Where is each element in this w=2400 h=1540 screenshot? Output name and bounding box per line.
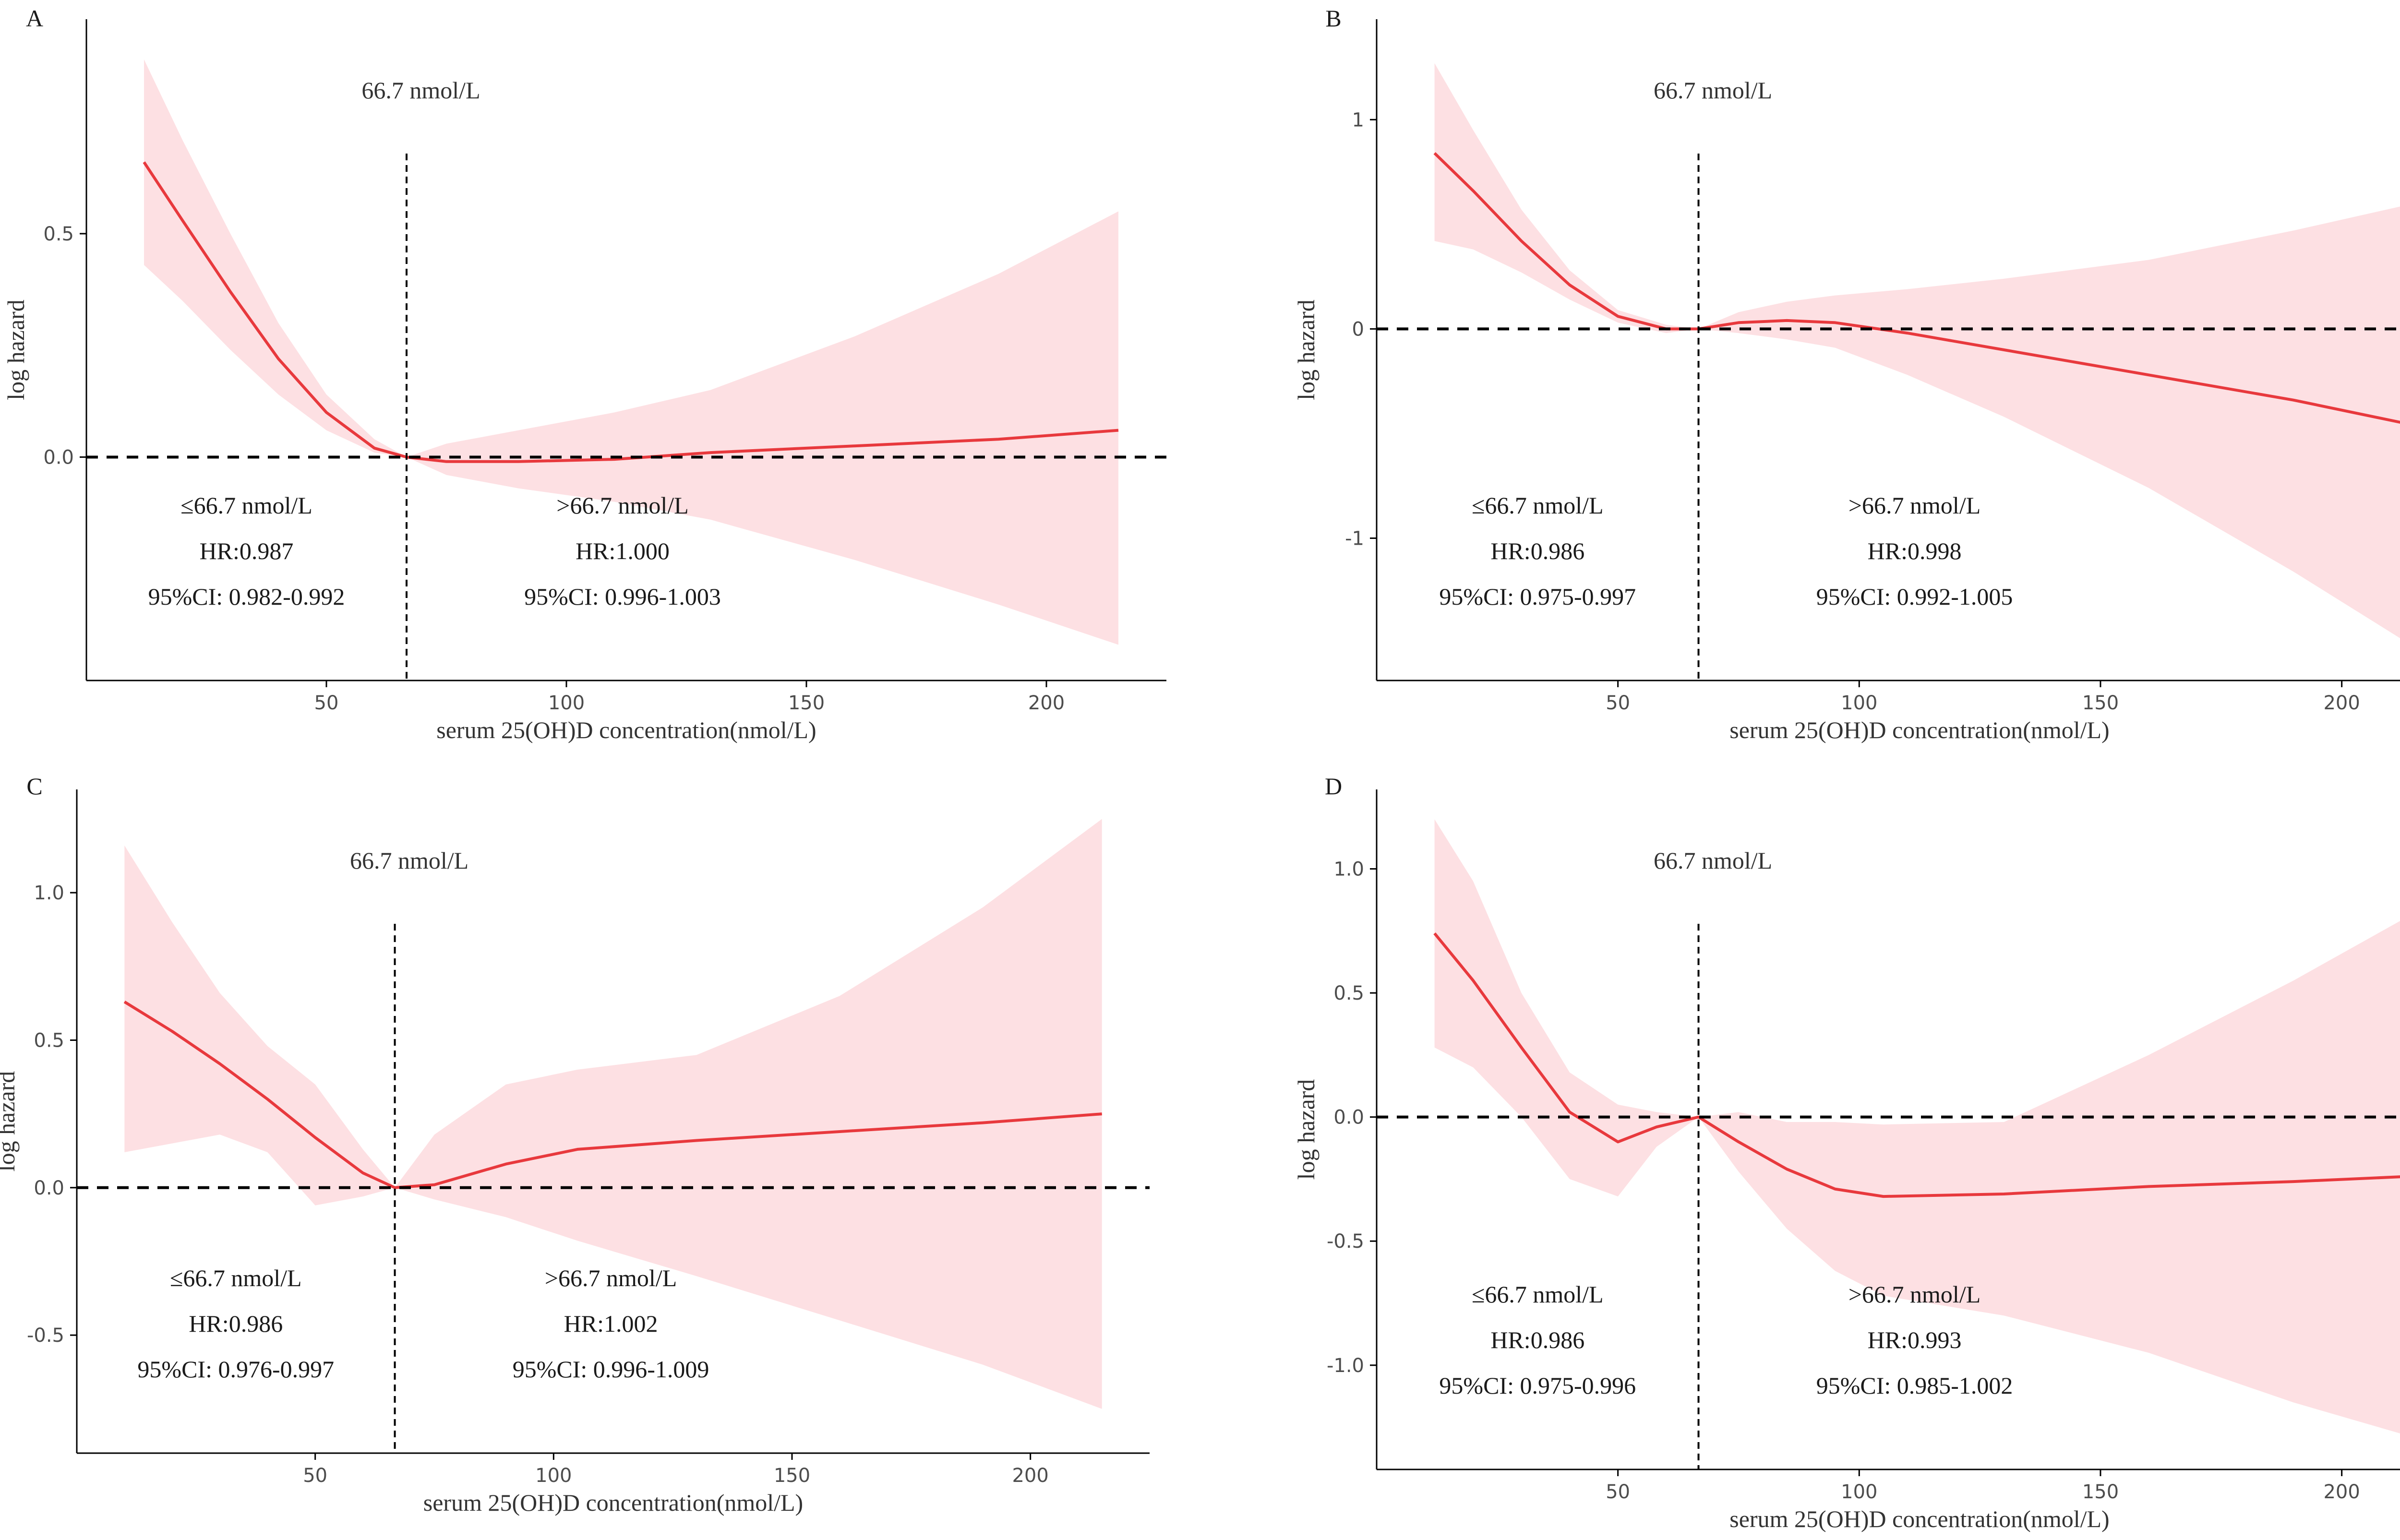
annotation-left-range: ≤66.7 nmol/L — [180, 492, 312, 519]
y-axis-title: log hazard — [1293, 299, 1320, 400]
y-axis-title: log hazard — [2, 299, 29, 400]
y-tick-label: 0.0 — [34, 1177, 64, 1199]
cutpoint-label: 66.7 nmol/L — [350, 847, 468, 874]
x-axis-title: serum 25(OH)D concentration(nmol/L) — [1729, 1505, 2109, 1532]
x-tick-label: 200 — [2323, 1481, 2360, 1503]
y-tick-label: 0.5 — [34, 1029, 64, 1051]
panel-a: A 66.7 nmol/L 50 100 150 200 0.5 0.0 serum 25(OH… — [2, 5, 1166, 743]
x-tick-label: 200 — [1028, 692, 1065, 714]
annotation-left-ci: 95%CI: 0.975-0.997 — [1439, 583, 1636, 610]
x-axis-title: serum 25(OH)D concentration(nmol/L) — [436, 716, 816, 743]
annotation-left-ci: 95%CI: 0.975-0.996 — [1439, 1372, 1636, 1399]
confidence-band — [1434, 63, 2400, 638]
annotation-left-hr: HR:0.986 — [189, 1310, 283, 1337]
x-tick-label: 150 — [2082, 1481, 2119, 1503]
confidence-band — [144, 59, 1118, 645]
annotation-right-range: >66.7 nmol/L — [545, 1265, 677, 1291]
annotation-left-range: ≤66.7 nmol/L — [170, 1265, 302, 1291]
y-tick-label: -1.0 — [1327, 1355, 1364, 1377]
x-tick-label: 100 — [548, 692, 585, 714]
y-tick-label: 0.5 — [43, 223, 74, 245]
cutpoint-label: 66.7 nmol/L — [1654, 847, 1772, 874]
annotation-right-ci: 95%CI: 0.985-1.002 — [1816, 1372, 2013, 1399]
confidence-band — [124, 819, 1102, 1409]
y-tick-label: 1.0 — [34, 882, 64, 904]
annotation-right-hr: HR:1.002 — [564, 1310, 658, 1337]
annotation-right-range: >66.7 nmol/L — [1848, 492, 1980, 519]
confidence-band — [1434, 819, 2400, 1433]
annotation-left-ci: 95%CI: 0.976-0.997 — [137, 1356, 334, 1383]
x-tick-label: 150 — [2082, 692, 2119, 714]
x-axis-title: serum 25(OH)D concentration(nmol/L) — [423, 1489, 803, 1516]
x-tick-label: 150 — [788, 692, 825, 714]
panel-letter: D — [1325, 773, 1342, 800]
y-tick-label: 1 — [1352, 109, 1364, 131]
y-tick-label: -0.5 — [1327, 1230, 1364, 1253]
hazard-curve — [123, 1001, 1102, 1189]
y-tick-label: 0.5 — [1333, 982, 1364, 1004]
annotation-right-hr: HR:0.998 — [1868, 537, 1962, 564]
panel-c: C 66.7 nmol/L 50 100 150 200 1.0 0.5 0.0 -0.5 seru… — [0, 773, 1150, 1516]
y-axis-title: log hazard — [0, 1071, 20, 1172]
y-axis-title: log hazard — [1293, 1079, 1320, 1180]
annotation-right-ci: 95%CI: 0.996-1.003 — [524, 583, 721, 610]
annotation-left-range: ≤66.7 nmol/L — [1472, 1281, 1604, 1308]
x-tick-label: 50 — [314, 692, 339, 714]
y-tick-label: 0 — [1352, 318, 1364, 340]
annotation-left-hr: HR:0.986 — [1490, 1326, 1584, 1353]
hazard-curve — [143, 161, 1119, 463]
x-tick-label: 150 — [774, 1465, 810, 1487]
x-tick-label: 100 — [1841, 692, 1877, 714]
x-tick-label: 200 — [1012, 1465, 1048, 1487]
x-axis-title: serum 25(OH)D concentration(nmol/L) — [1729, 716, 2109, 743]
annotation-right-ci: 95%CI: 0.992-1.005 — [1816, 583, 2013, 610]
panel-b: B 66.7 nmol/L 50 100 150 200 1 0 -1 serum 25(OH)D… — [1293, 5, 2400, 743]
panel-letter: C — [26, 773, 42, 800]
annotation-left-range: ≤66.7 nmol/L — [1472, 492, 1604, 519]
y-tick-label: 1.0 — [1333, 858, 1364, 880]
annotation-right-ci: 95%CI: 0.996-1.009 — [513, 1356, 709, 1383]
hazard-curve — [1433, 932, 2400, 1198]
x-tick-label: 50 — [1606, 1481, 1630, 1503]
y-tick-label: 0.0 — [43, 446, 74, 468]
x-tick-label: 100 — [535, 1465, 572, 1487]
cutpoint-label: 66.7 nmol/L — [1654, 77, 1772, 104]
y-tick-label: 0.0 — [1333, 1107, 1364, 1129]
x-tick-label: 200 — [2323, 692, 2360, 714]
y-tick-label: -1 — [1345, 527, 1364, 549]
annotation-left-ci: 95%CI: 0.982-0.992 — [148, 583, 345, 610]
panel-letter: A — [26, 5, 43, 32]
x-tick-label: 50 — [1606, 692, 1630, 714]
hazard-curve — [1433, 152, 2400, 424]
annotation-right-range: >66.7 nmol/L — [1848, 1281, 1980, 1308]
y-tick-label: -0.5 — [27, 1325, 64, 1347]
cutpoint-label: 66.7 nmol/L — [361, 77, 480, 104]
panel-d: D 66.7 nmol/L 50 100 150 200 1.0 0.5 0.0 -0.5 -1.0… — [1293, 773, 2400, 1532]
annotation-right-hr: HR:1.000 — [576, 537, 670, 564]
annotation-left-hr: HR:0.986 — [1490, 537, 1584, 564]
x-tick-label: 100 — [1841, 1481, 1877, 1503]
annotation-right-range: >66.7 nmol/L — [556, 492, 688, 519]
annotation-left-hr: HR:0.987 — [200, 537, 294, 564]
annotation-right-hr: HR:0.993 — [1868, 1326, 1962, 1353]
panel-letter: B — [1325, 5, 1341, 32]
x-tick-label: 50 — [303, 1465, 327, 1487]
